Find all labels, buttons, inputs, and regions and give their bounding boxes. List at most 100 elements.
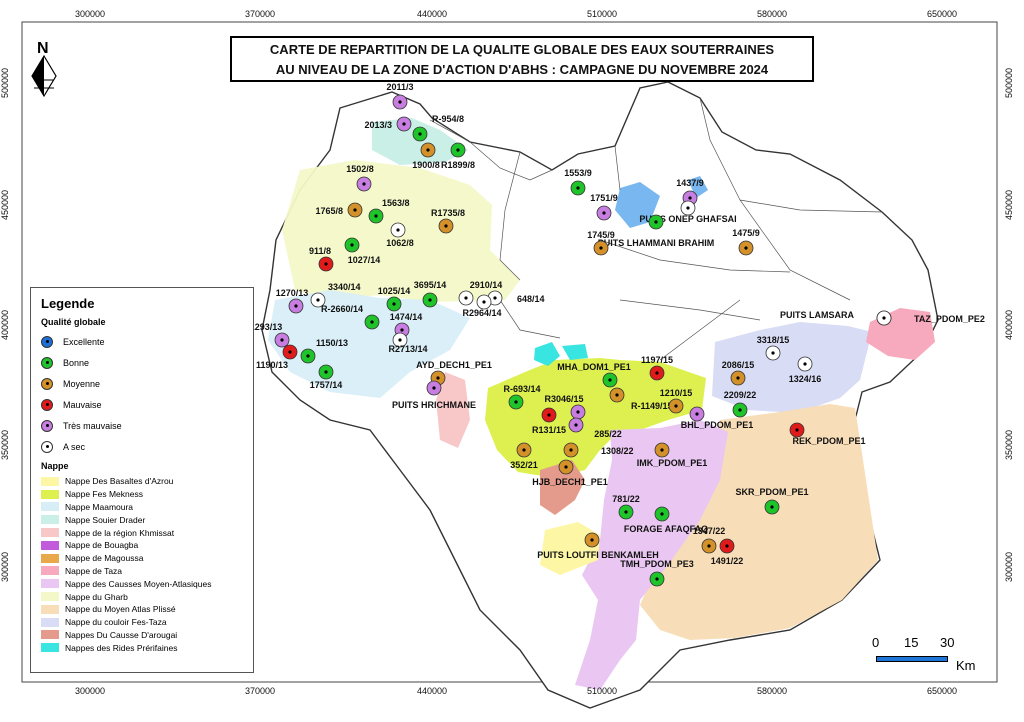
nappe-legend-item: Nappe de Taza [41,565,253,578]
well-label: 3340/14 [328,282,361,292]
legend-title: Legende [41,296,95,311]
x-tick-label: 650000 [927,686,958,696]
well-label: 2910/14 [470,280,503,290]
well-marker: 1745/9 [587,230,615,256]
nappe-legend-list: Nappe Des Basaltes d'Azrou Nappe Fes Mekn… [31,475,253,654]
well-label: 1751/9 [590,193,618,203]
nappe-legend-item: Nappes Du Causse D'arougai [41,629,253,642]
well-label: BHL_PDOM_PE1 [681,420,754,430]
nappe-legend-label: Nappe du couloir Fes-Taza [65,617,167,628]
well-point-center [770,505,774,509]
well-marker: 352/21 [510,442,538,470]
well-label: 2011/3 [386,82,413,92]
well-point-center [615,393,619,397]
well-marker: R-2660/14 [321,304,380,330]
scale-label-30: 30 [940,635,955,650]
nappe-maamoura-zone [268,290,470,398]
well-marker: PUITS HRICHMANE [392,380,476,410]
well-point-center [350,243,354,247]
well-marker: 1197/15 [641,355,673,381]
x-tick-label: 370000 [245,686,276,696]
well-label: 1437/9 [676,178,704,188]
well-point-center [547,413,551,417]
nappe-khmissat-zone [436,372,470,448]
x-tick-label: 580000 [757,686,788,696]
well-point-center [688,196,692,200]
well-label: 2086/15 [722,360,755,370]
nappe-swatch [41,502,59,512]
well-label: 1324/16 [789,374,822,384]
nappe-rides-zone [534,342,560,366]
well-marker: 1270/13 [276,288,308,314]
well-marker: BHL_PDOM_PE1 [681,406,754,430]
well-label: 352/21 [510,460,538,470]
well-point-center [398,100,402,104]
well-label: R-2660/14 [321,304,363,314]
quality-symbol-icon [41,335,53,348]
well-label: 1745/9 [587,230,615,240]
nappe-rides-zone-2 [562,344,588,360]
well-label: 1491/22 [711,556,744,566]
nappe-legend-item: Nappe du Moyen Atlas Plissé [41,603,253,616]
nappe-legend-label: Nappe Des Basaltes d'Azrou [65,476,174,487]
well-label: PUITS LOUTFI BENKAMLEH [537,550,659,560]
x-tick-label: 300000 [75,686,106,696]
well-marker: 1502/8 [346,164,374,192]
nappe-legend-item: Nappe de Magoussa [41,552,253,565]
well-label: AYD_DECH1_PE1 [416,360,492,370]
well-marker: R1899/8 [441,142,475,170]
well-label: 1347/22 [693,526,726,536]
well-label: IMK_PDOM_PE1 [637,458,708,468]
well-point-center [602,211,606,215]
well-marker: R-693/14 [503,384,541,410]
x-tick-label: 440000 [417,9,448,19]
well-marker: PUITS ONEP GHAFSAI [639,200,737,224]
nappe-legend-label: Nappe Souier Drader [65,514,146,525]
well-point-center [428,298,432,302]
wells-layer: 2011/3 R-954/8 2013/3 1900/8 R1899/8 1502/8 17… [250,82,985,587]
nappe-legend-label: Nappe du Moyen Atlas Plissé [65,604,176,615]
well-point-center [402,122,406,126]
well-label: 648/14 [517,294,545,304]
nappe-swatch [41,489,59,499]
quality-legend-label: Excellente [63,336,105,347]
well-marker: SKR_PDOM_PE1 [735,487,809,515]
well-label: 1308/22 [601,446,634,456]
well-point-center [771,351,775,355]
well-label: 1150/13 [316,338,348,348]
well-label: 3318/15 [757,335,790,345]
well-label: 1757/14 [310,380,343,390]
well-label: R1899/8 [441,160,475,170]
well-marker: 1563/8 [368,198,410,224]
well-label: TMH_PDOM_PE3 [620,559,694,569]
well-point-center [654,220,658,224]
well-marker: 1025/14 [378,286,410,312]
well-marker: 648/14 [487,290,545,306]
north-arrow-icon: N [31,40,57,98]
quality-legend-label: Mauvaise [63,399,102,410]
well-marker: R1735/8 [431,208,465,234]
title-line-2: AU NIVEAU DE LA ZONE D'ACTION D'ABHS : C… [275,62,769,77]
nappe-legend-label: Nappes Du Causse D'arougai [65,629,178,640]
quality-symbol-icon [41,440,53,453]
well-marker: 1308/22 [563,442,634,458]
well-point-center [316,298,320,302]
well-label: R-954/8 [432,114,464,124]
quality-legend-item: Bonne [41,352,253,373]
well-point-center [882,316,886,320]
well-label: PUITS HRICHMANE [392,400,476,410]
well-point-center [396,228,400,232]
well-label: 1210/15 [660,388,693,398]
well-label: 1502/8 [346,164,374,174]
well-point-center [436,376,440,380]
well-point-center [392,302,396,306]
well-point-center [655,371,659,375]
nappe-legend-item: Nappe Fes Mekness [41,488,253,501]
nappe-legend-item: Nappe du couloir Fes-Taza [41,616,253,629]
well-point-center [400,328,404,332]
well-label: 781/22 [612,494,640,504]
nappe-legend-item: Nappe Maamoura [41,501,253,514]
well-marker: PUITS LHAMMANI BRAHIM [598,214,714,248]
nappe-legend-label: Nappe Fes Mekness [65,489,143,500]
well-marker: 1293/13 [250,322,290,348]
